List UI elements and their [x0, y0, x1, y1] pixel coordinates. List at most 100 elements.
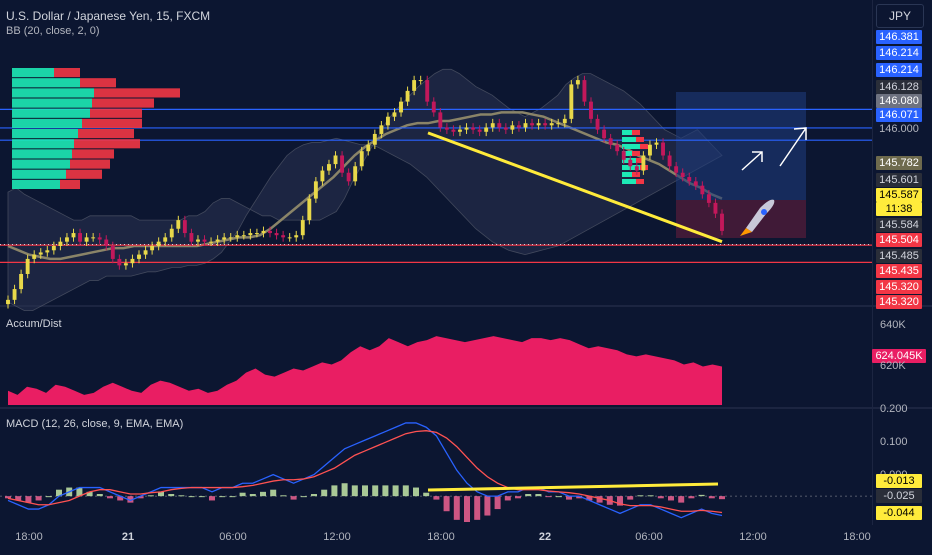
candle-body	[51, 245, 56, 251]
candle-body	[615, 144, 620, 152]
candle-body	[143, 250, 148, 255]
candle-body	[680, 172, 685, 178]
accum-dist-axis-label: 640K	[880, 319, 906, 331]
candle-body	[503, 127, 508, 130]
candle-body	[222, 237, 227, 240]
up-arrow-icon	[779, 127, 807, 167]
candle-body	[458, 129, 462, 132]
macd-histogram-bar	[300, 496, 307, 498]
candle-body	[228, 237, 233, 239]
candle-body	[687, 177, 692, 182]
candle-body	[235, 235, 240, 238]
time-axis-label: 12:00	[739, 531, 767, 543]
candle-body	[418, 80, 423, 82]
time-axis-label: 21	[121, 531, 135, 543]
candle-body	[130, 258, 135, 264]
session-profile-buy-bar	[622, 179, 636, 184]
candle-body	[628, 159, 633, 167]
candle-body	[182, 220, 187, 234]
up-arrow-icon	[741, 151, 763, 171]
macd-histogram-bar	[627, 496, 634, 500]
macd-histogram-bar	[56, 489, 62, 497]
macd-histogram-bar	[351, 485, 358, 497]
macd-histogram-bar	[362, 485, 368, 497]
volume-profile-buy-bar	[12, 139, 74, 149]
macd-histogram-bar	[576, 496, 583, 499]
candle-body	[621, 151, 626, 160]
candle-body	[641, 155, 646, 171]
price-axis-label: 145.320	[876, 295, 922, 309]
macd-histogram-bar	[484, 496, 491, 516]
macd-histogram-bar	[433, 496, 440, 500]
macd-value-tag: -0.044	[876, 506, 922, 520]
accum-dist-label[interactable]: Accum/Dist	[6, 318, 62, 330]
candle-body	[379, 125, 384, 134]
candle-body	[530, 123, 534, 126]
time-axis-label: 18:00	[15, 531, 43, 543]
macd-histogram-bar	[545, 496, 552, 498]
volume-profile-sell-bar	[70, 159, 110, 169]
macd-histogram-bar	[270, 489, 277, 497]
time-axis-label: 18:00	[843, 531, 871, 543]
candle-body	[562, 118, 567, 124]
session-profile-sell-bar	[636, 137, 644, 142]
candle-body	[497, 123, 502, 128]
candle-body	[45, 250, 50, 253]
candle-body	[693, 181, 698, 186]
candle-body	[700, 185, 705, 195]
candle-body	[661, 142, 665, 156]
accum-dist-value-tag: 624.045K	[872, 349, 926, 363]
macd-histogram-bar	[127, 496, 134, 503]
volume-profile-buy-bar	[12, 98, 92, 108]
macd-histogram-bar	[147, 495, 154, 497]
candle-body	[137, 254, 141, 259]
macd-label[interactable]: MACD (12, 26, close, 9, EMA, EMA)	[6, 418, 184, 430]
macd-histogram-bar	[698, 494, 705, 497]
macd-histogram-bar	[535, 494, 542, 497]
candle-body	[209, 241, 214, 243]
volume-profile-buy-bar	[12, 118, 82, 128]
candle-body	[176, 220, 181, 229]
session-profile-sell-bar	[632, 172, 640, 177]
rocket-window-icon	[761, 209, 767, 215]
candle-body	[91, 237, 96, 239]
rocket-flame-icon	[740, 228, 752, 236]
volume-profile-sell-bar	[82, 118, 142, 128]
candle-body	[451, 129, 456, 132]
candle-body	[589, 101, 593, 119]
price-axis-label: 145.435	[876, 264, 922, 278]
macd-histogram-bar	[464, 496, 470, 522]
candle-body	[12, 289, 17, 300]
candle-body	[549, 123, 554, 126]
macd-histogram-bar	[86, 491, 93, 497]
currency-button[interactable]: JPY	[876, 4, 924, 28]
volume-profile-sell-bar	[66, 169, 102, 179]
volume-profile-buy-bar	[12, 88, 94, 98]
macd-histogram-bar	[35, 496, 42, 501]
price-axis-label: 146.214	[876, 63, 922, 77]
candle-body	[97, 237, 102, 240]
candle-body	[65, 237, 69, 242]
macd-histogram-bar	[280, 495, 287, 497]
candle-body	[196, 239, 200, 242]
candle-body	[366, 144, 371, 152]
macd-value-tag: -0.013	[876, 474, 922, 488]
macd-histogram-bar	[719, 496, 725, 500]
macd-histogram-bar	[229, 496, 236, 498]
macd-histogram-bar	[188, 496, 195, 498]
candle-body	[634, 166, 639, 171]
bb-indicator-label[interactable]: BB (20, close, 2, 0)	[6, 25, 100, 37]
candle-body	[385, 116, 390, 126]
candle-body	[110, 245, 115, 259]
price-axis-label: 146.381	[876, 30, 922, 44]
macd-histogram-bar	[647, 495, 654, 497]
macd-histogram-bar	[25, 496, 32, 503]
candle-body	[241, 235, 246, 237]
time-axis-label: 06:00	[219, 531, 247, 543]
candle-body	[19, 273, 24, 290]
bollinger-basis-line	[7, 111, 723, 261]
macd-histogram-bar	[239, 492, 246, 497]
volume-profile-sell-bar	[90, 108, 142, 118]
